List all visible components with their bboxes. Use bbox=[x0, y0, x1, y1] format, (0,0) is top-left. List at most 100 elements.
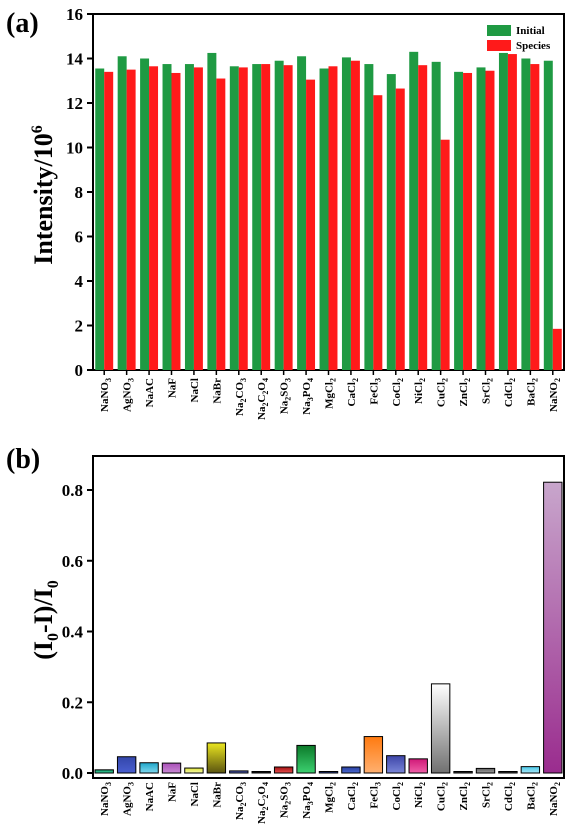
x-tick-label-nano2: NaNO2 bbox=[548, 782, 562, 816]
y-tick-label: 0 bbox=[75, 361, 84, 380]
bar-cacl2 bbox=[341, 766, 361, 774]
x-tick-label-naf: NaF bbox=[167, 378, 179, 398]
bar-species-nacl bbox=[193, 67, 203, 371]
bar-initial-na2so3 bbox=[274, 60, 284, 370]
y-tick-label: 0.4 bbox=[62, 623, 84, 642]
bar-species-nicl2 bbox=[418, 65, 428, 371]
x-tick-label-agno3: AgNO3 bbox=[122, 782, 136, 816]
bar-species-zncl2 bbox=[463, 72, 473, 371]
bar-fecl3 bbox=[363, 736, 384, 774]
x-tick-label-bacl2: BaCl2 bbox=[525, 378, 539, 406]
bar-initial-cocl2 bbox=[386, 74, 396, 370]
bar-initial-na2co3 bbox=[229, 66, 239, 370]
legend-initial-swatch bbox=[487, 25, 511, 36]
bar-agno3 bbox=[116, 756, 137, 774]
bar-species-cucl2 bbox=[440, 139, 450, 370]
y-tick-label: 0.0 bbox=[62, 764, 83, 783]
plot-frame bbox=[92, 455, 565, 779]
y-tick-label: 16 bbox=[66, 5, 83, 24]
panel-a-y-axis-label: Intensity/106 bbox=[29, 125, 58, 264]
bar-initial-na2c2o4 bbox=[252, 64, 262, 370]
x-tick-label-srcl2: SrCl2 bbox=[481, 378, 495, 404]
bar-na2co3 bbox=[229, 770, 249, 774]
y-tick-label: 0.6 bbox=[62, 552, 83, 571]
bar-initial-agno3 bbox=[117, 56, 127, 371]
x-tick-label-nicl2: NiCl2 bbox=[413, 782, 427, 808]
x-tick-label-zncl2: ZnCl2 bbox=[458, 782, 472, 810]
legend-species-label: Species bbox=[516, 40, 551, 52]
y-tick-label: 2 bbox=[75, 317, 84, 336]
x-tick-label-cocl2: CoCl2 bbox=[391, 378, 405, 406]
x-tick-label-na3po4: Na3PO4 bbox=[301, 378, 315, 415]
legend-initial-label: Initial bbox=[516, 25, 545, 37]
x-tick-label-cdcl2: CdCl2 bbox=[503, 782, 517, 811]
x-tick-label-mgcl2: MgCl2 bbox=[324, 378, 338, 409]
bar-bacl2 bbox=[520, 766, 541, 774]
bar-initial-cdcl2 bbox=[498, 52, 508, 370]
bar-species-bacl2 bbox=[530, 64, 540, 370]
y-tick-label: 0.2 bbox=[62, 693, 83, 712]
bar-cocl2 bbox=[386, 755, 406, 774]
x-tick-label-na2so3: Na2SO3 bbox=[279, 782, 293, 818]
y-tick-label: 6 bbox=[75, 228, 84, 247]
x-tick-label-cucl2: CuCl2 bbox=[436, 782, 450, 811]
bar-initial-fecl3 bbox=[364, 64, 374, 370]
bar-species-nano3 bbox=[104, 71, 114, 370]
x-tick-label-nicl2: NiCl2 bbox=[413, 378, 427, 404]
bar-initial-na3po4 bbox=[297, 56, 307, 371]
x-tick-label-agno3: AgNO3 bbox=[122, 378, 136, 412]
bar-nacl bbox=[184, 767, 204, 774]
bar-species-srcl2 bbox=[485, 70, 495, 371]
bar-species-naac bbox=[149, 66, 159, 370]
bar-na3po4 bbox=[296, 744, 316, 774]
bar-initial-nabr bbox=[207, 52, 217, 370]
x-tick-label-naf: NaF bbox=[167, 782, 179, 802]
panel-b-y-axis-label: (I0-I)/I0 bbox=[29, 580, 62, 660]
bar-initial-nano3 bbox=[95, 68, 105, 370]
bar-nano3 bbox=[94, 769, 114, 774]
legend: Initial Species bbox=[487, 25, 551, 52]
bar-initial-cacl2 bbox=[341, 57, 351, 370]
bar-species-na2so3 bbox=[283, 65, 293, 371]
x-tick-label-fecl3: FeCl3 bbox=[368, 782, 382, 809]
bar-initial-srcl2 bbox=[476, 67, 486, 371]
x-tick-label-na2so3: Na2SO3 bbox=[279, 378, 293, 414]
x-tick-label-srcl2: SrCl2 bbox=[481, 782, 495, 808]
bar-na2so3 bbox=[273, 766, 294, 774]
bar-cdcl2 bbox=[498, 771, 518, 774]
bar-nano2 bbox=[543, 481, 563, 774]
bar-initial-naf bbox=[162, 64, 172, 370]
x-tick-label-cdcl2: CdCl2 bbox=[503, 378, 517, 407]
x-tick-label-nabr: NaBr bbox=[211, 782, 223, 808]
x-tick-label-cacl2: CaCl2 bbox=[346, 378, 360, 406]
panel-b-plot: 0.0 0.2 0.4 0.6 0.8 NaNO3 AgNO3 NaAC NaF NaCl NaBr… bbox=[62, 455, 565, 824]
x-tick-label-cucl2: CuCl2 bbox=[436, 378, 450, 407]
x-tick-label-nabr: NaBr bbox=[211, 378, 223, 404]
bar-species-na2c2o4 bbox=[261, 64, 271, 370]
bar-nabr bbox=[206, 742, 227, 774]
x-tick-label-nano2: NaNO2 bbox=[548, 378, 562, 412]
bar-initial-naac bbox=[140, 58, 150, 370]
bar-species-cacl2 bbox=[350, 60, 360, 370]
bar-zncl2 bbox=[453, 771, 473, 774]
bar-na2c2o4 bbox=[251, 771, 271, 774]
y-tick-label: 0.8 bbox=[62, 481, 83, 500]
x-tick-label-mgcl2: MgCl2 bbox=[324, 782, 338, 813]
y-tick-label: 4 bbox=[75, 272, 84, 291]
bar-initial-mgcl2 bbox=[319, 68, 329, 370]
x-tick-label-cocl2: CoCl2 bbox=[391, 782, 405, 810]
bar-species-fecl3 bbox=[373, 95, 383, 371]
x-tick-label-na2c2o4: Na2C2O4 bbox=[256, 378, 270, 420]
bar-initial-bacl2 bbox=[521, 58, 531, 370]
x-tick-label-na2c2o4: Na2C2O4 bbox=[256, 782, 270, 824]
y-tick-label: 8 bbox=[75, 183, 84, 202]
x-tick-label-cacl2: CaCl2 bbox=[346, 782, 360, 810]
bar-naac bbox=[139, 762, 159, 774]
x-tick-label-na2co3: Na2CO3 bbox=[234, 378, 248, 416]
bar-initial-zncl2 bbox=[454, 71, 464, 370]
bar-initial-nano2 bbox=[543, 60, 553, 370]
bar-cucl2 bbox=[430, 683, 451, 774]
x-tick-label-bacl2: BaCl2 bbox=[525, 782, 539, 810]
bar-initial-nacl bbox=[184, 64, 194, 370]
bar-initial-nicl2 bbox=[409, 51, 419, 370]
